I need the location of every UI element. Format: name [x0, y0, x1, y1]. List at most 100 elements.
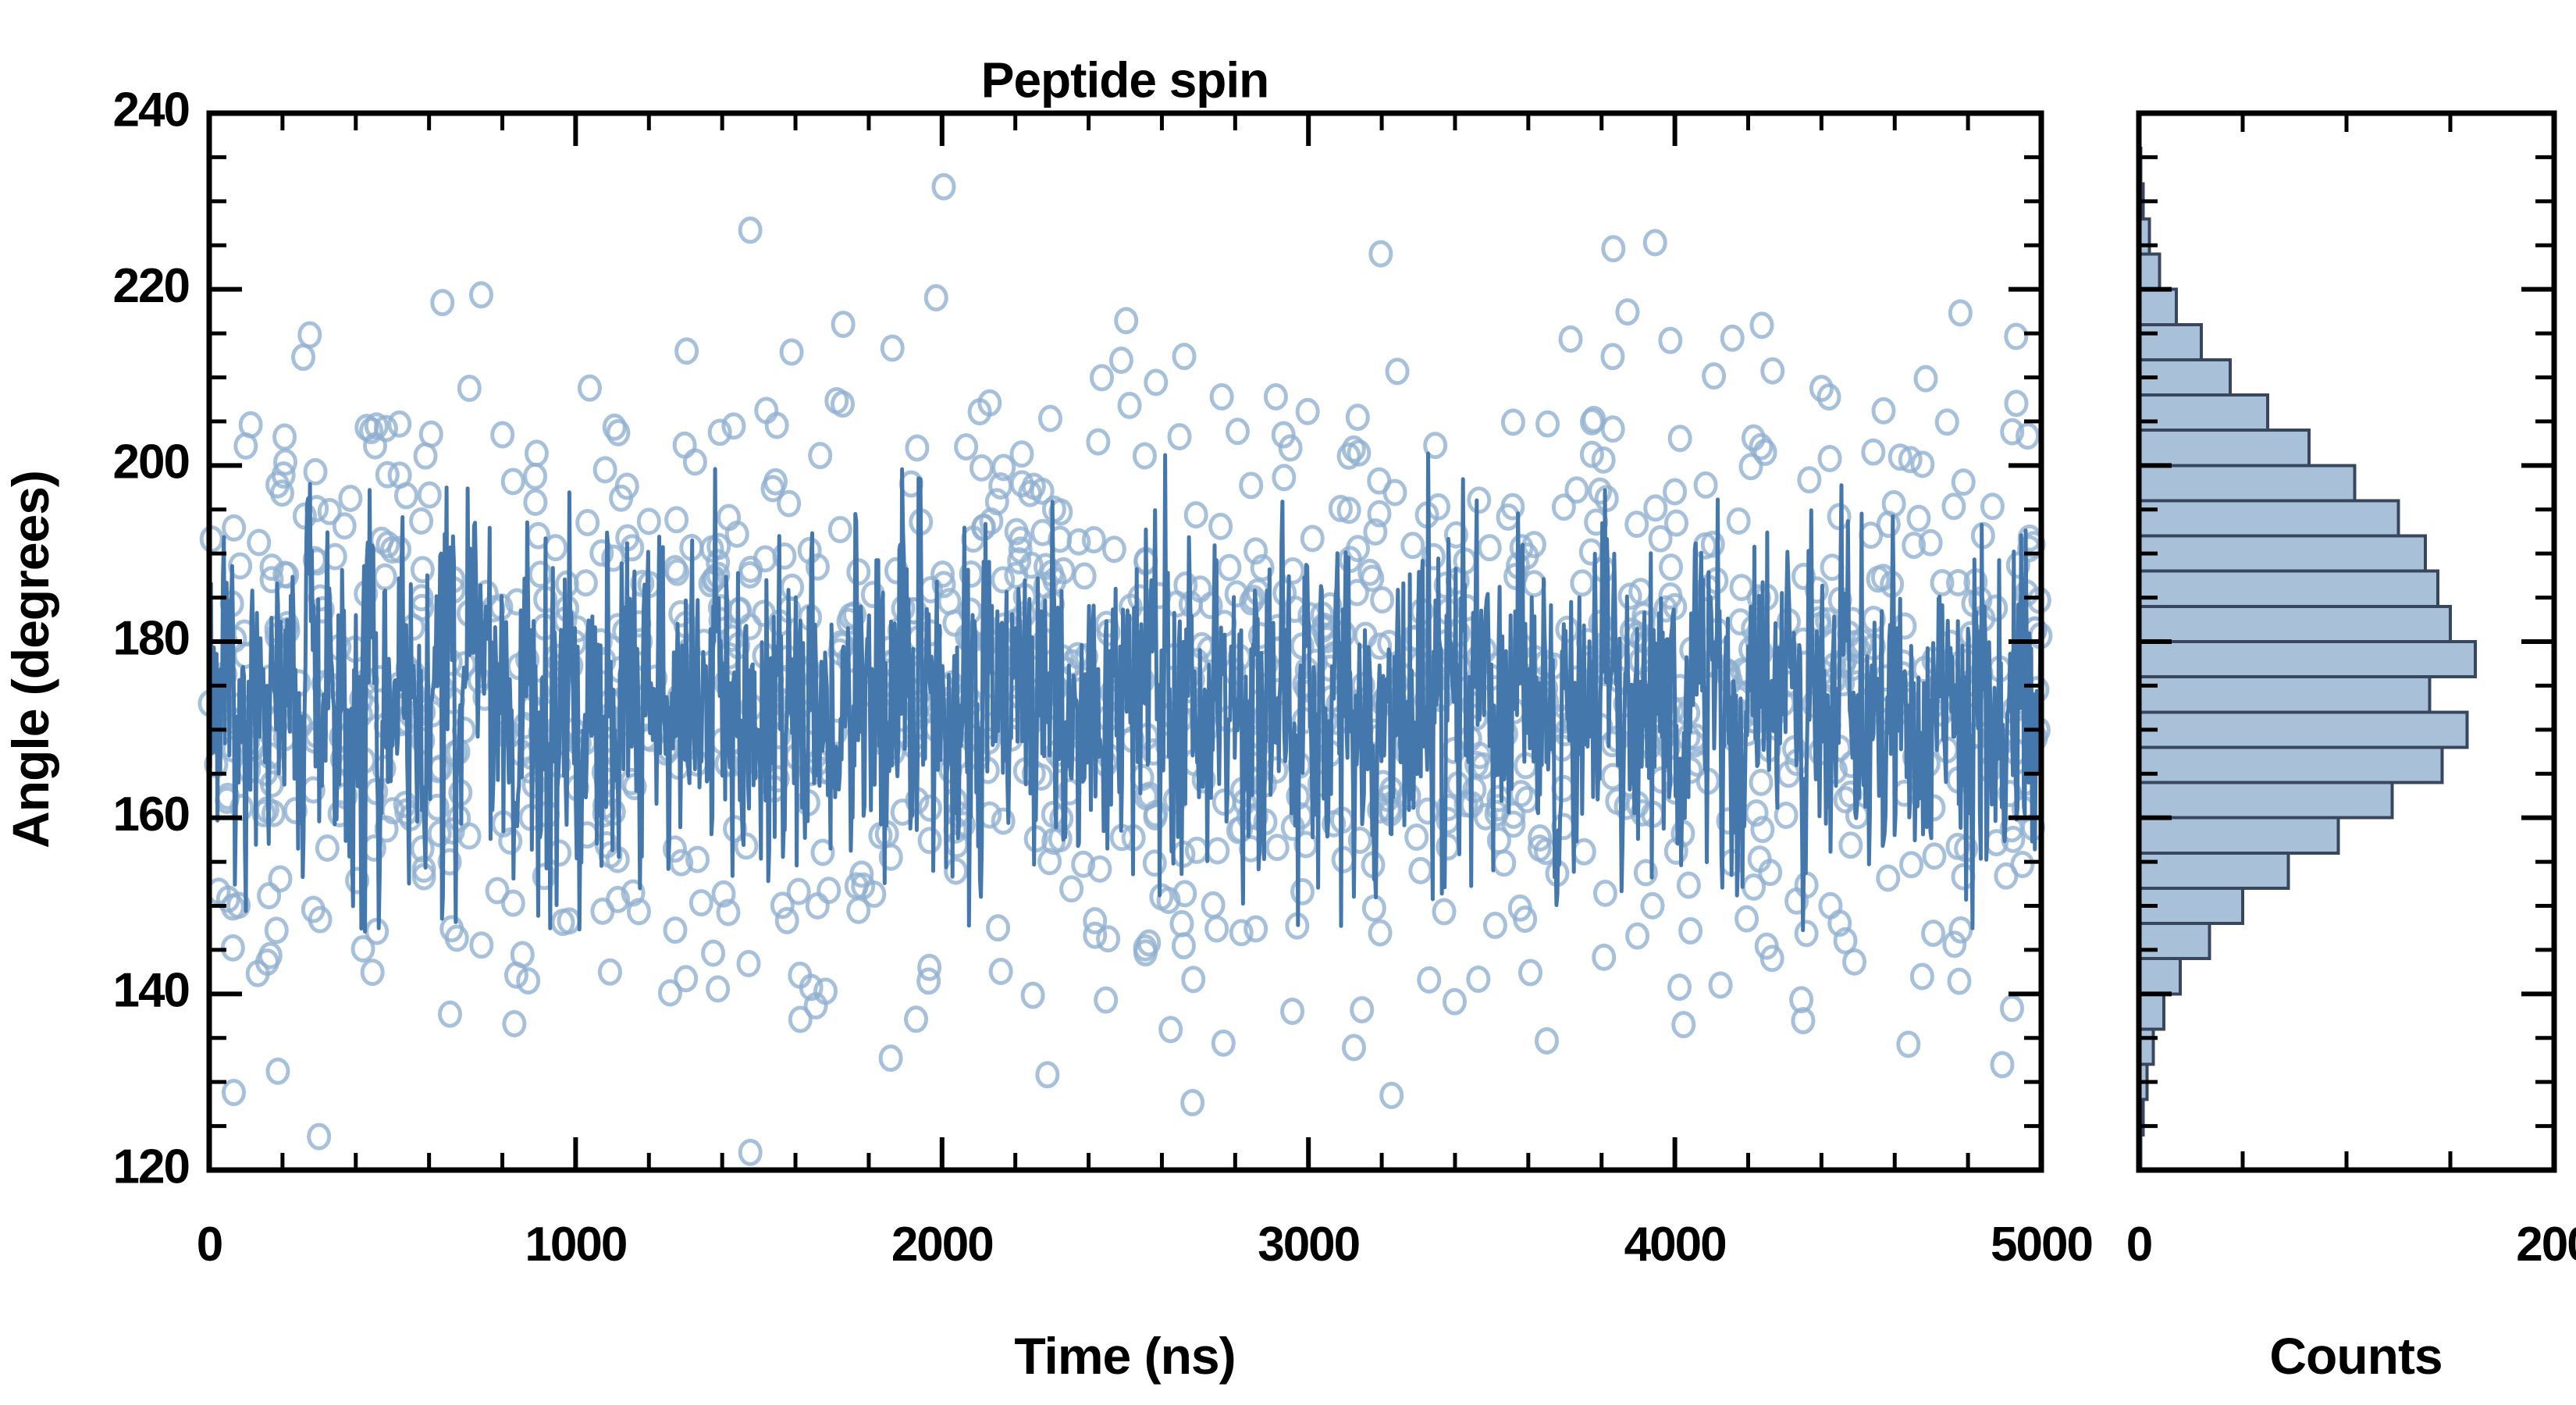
scatter-point	[372, 755, 397, 783]
scatter-point	[1417, 966, 1442, 994]
scatter-point	[1551, 493, 1576, 521]
scatter-point	[1347, 826, 1372, 854]
scatter-point	[1888, 443, 1912, 471]
scatter-point	[1754, 932, 1779, 960]
scatter-point	[711, 880, 736, 908]
scatter-point	[308, 905, 333, 934]
scatter-point	[247, 528, 272, 557]
scatter-point	[878, 1044, 903, 1072]
scatter-point	[1999, 994, 2024, 1023]
histogram-bar	[2137, 604, 2452, 643]
scatter-point	[674, 965, 699, 993]
scatter-point	[1535, 410, 1560, 438]
scatter-point	[1558, 325, 1583, 353]
scatter-point	[657, 979, 682, 1007]
scatter-point	[1300, 525, 1325, 553]
scatter-point	[1466, 965, 1491, 993]
scatter-point	[1094, 986, 1119, 1014]
scatter-point	[457, 374, 482, 402]
scatter-point	[1208, 512, 1233, 540]
scatter-point	[1667, 425, 1692, 453]
histogram-bars-layer	[2137, 147, 2477, 1172]
scatter-point	[1385, 357, 1410, 386]
scatter-point	[817, 877, 841, 905]
scatter-point	[532, 863, 557, 891]
y-axis-label: Angle (degrees)	[2, 471, 59, 848]
scatter-point	[1295, 397, 1320, 425]
scatter-point	[1881, 489, 1906, 518]
scatter-point	[510, 941, 535, 969]
scatter-point	[724, 520, 749, 548]
scatter-point	[1280, 557, 1305, 585]
scatter-point	[272, 448, 297, 476]
histogram-bar	[2137, 745, 2444, 784]
scatter-point	[916, 967, 941, 995]
scatter-point	[1624, 510, 1649, 539]
scatter-point	[592, 456, 617, 484]
scatter-point	[682, 448, 707, 476]
scatter-point	[1640, 891, 1665, 919]
histogram-bar	[2137, 464, 2357, 503]
scatter-point	[988, 471, 1013, 500]
scatter-point	[770, 891, 795, 919]
scatter-point	[1442, 987, 1467, 1016]
scatter-point	[1947, 967, 1972, 995]
scatter-point	[430, 289, 455, 317]
x-tick-label: 3000	[1258, 1218, 1359, 1272]
scatter-point	[1217, 553, 1242, 582]
scatter-point	[577, 374, 602, 402]
scatter-point	[1108, 347, 1133, 375]
scatter-point	[734, 832, 759, 860]
scatter-point	[707, 418, 732, 446]
scatter-point	[917, 953, 942, 981]
hist-x-tick-label: 0	[2126, 1218, 2151, 1272]
scatter-point	[523, 488, 548, 516]
scatter-point	[1727, 608, 1752, 636]
scatter-point	[1735, 905, 1759, 933]
scatter-point	[264, 916, 289, 944]
scatter-point	[601, 544, 626, 572]
scatter-point	[917, 827, 942, 855]
scatter-point	[1083, 907, 1108, 935]
y-tick-label: 200	[113, 436, 189, 489]
scatter-point	[1747, 845, 1772, 873]
scatter-point	[315, 834, 340, 863]
scatter-point	[1693, 471, 1718, 499]
scatter-point	[1328, 495, 1353, 523]
scatter-point	[307, 1122, 332, 1151]
scatter-point	[1368, 919, 1393, 947]
scatter-point	[779, 338, 804, 366]
scatter-point	[550, 909, 575, 937]
scatter-point	[332, 512, 357, 540]
scatter-point	[1945, 569, 1970, 597]
scatter-point	[1592, 943, 1617, 971]
scatter-point	[1671, 1011, 1696, 1039]
scatter-point	[261, 799, 286, 827]
scatter-point	[1605, 788, 1630, 816]
scatter-point	[772, 542, 797, 570]
scatter-point	[1021, 472, 1046, 500]
scatter-point	[706, 975, 731, 1003]
scatter-point	[774, 906, 799, 934]
scatter-point	[1007, 546, 1032, 574]
scatter-point	[490, 421, 515, 449]
page-title: Peptide spin	[981, 52, 1269, 108]
scatter-point	[1514, 785, 1539, 813]
scatter-point	[1133, 934, 1158, 962]
scatter-point	[849, 860, 874, 888]
scatter-point	[272, 423, 297, 451]
scatter-point	[1117, 391, 1142, 419]
scatter-point	[754, 397, 779, 425]
scatter-point	[706, 532, 731, 560]
scatter-point	[1503, 563, 1528, 591]
scatter-point	[1817, 444, 1842, 472]
scatter-point	[1368, 240, 1393, 268]
scatter-point	[269, 479, 294, 507]
scatter-point	[1702, 362, 1727, 390]
scatter-point	[1708, 971, 1733, 999]
scatter-point	[1642, 229, 1667, 257]
scatter-point	[1379, 1081, 1404, 1109]
scatter-point	[1137, 929, 1162, 957]
scatter-point	[590, 897, 615, 925]
main-x-tick-labels: 0 1000 2000 3000 4000 5000	[197, 1218, 2094, 1272]
